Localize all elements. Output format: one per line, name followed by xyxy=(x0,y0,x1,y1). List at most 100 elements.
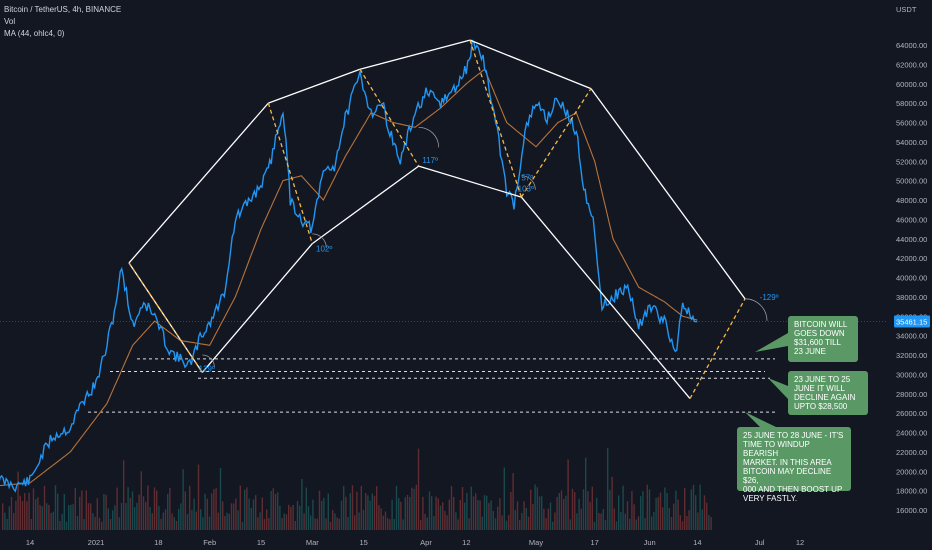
volume-bar xyxy=(541,496,543,530)
note-line: UPTO $28,500 xyxy=(794,402,848,411)
volume-bar xyxy=(290,506,292,530)
moving-average-label[interactable]: MA (44, ohlc4, 0) xyxy=(4,29,65,38)
volume-bars xyxy=(2,448,712,530)
volume-bar xyxy=(76,516,79,530)
volume-bar xyxy=(281,517,283,530)
channel-upper-line xyxy=(590,88,746,300)
volume-bar xyxy=(453,497,455,530)
volume-bar xyxy=(699,484,701,530)
volume-bar xyxy=(670,516,673,530)
volume-bar xyxy=(43,485,46,530)
volume-bar xyxy=(17,471,19,530)
symbol-title[interactable]: Bitcoin / TetherUS, 4h, BINANCE xyxy=(4,5,122,14)
note-line: 25 JUNE TO 28 JUNE - IT'S xyxy=(743,431,844,440)
volume-bar xyxy=(472,496,475,530)
time-axis-tick: Apr xyxy=(420,538,432,547)
volume-bar xyxy=(294,520,296,530)
swing-dashed-line xyxy=(267,102,313,244)
volume-bar xyxy=(57,493,59,530)
volume-bar xyxy=(611,476,613,530)
volume-bar xyxy=(250,507,252,530)
price-axis-tick: 26000.00 xyxy=(896,409,927,418)
volume-indicator-label[interactable]: Vol xyxy=(4,17,16,26)
volume-bar xyxy=(26,501,28,530)
volume-bar xyxy=(208,516,211,530)
volume-bar xyxy=(371,493,373,530)
volume-bar xyxy=(516,501,519,530)
volume-bar xyxy=(697,512,699,530)
volume-bar xyxy=(505,520,508,530)
swing-dashed-line xyxy=(520,88,592,198)
volume-bar xyxy=(653,512,655,530)
time-axis-tick: 12 xyxy=(796,538,804,547)
volume-bar xyxy=(644,518,646,530)
volume-bar xyxy=(690,489,692,530)
note-line: 23 JUNE TO 25 xyxy=(794,375,851,384)
volume-bar xyxy=(327,493,329,530)
volume-bar xyxy=(307,506,310,530)
volume-bar xyxy=(125,503,127,530)
volume-bar xyxy=(675,490,677,530)
moving-average-line xyxy=(0,68,698,487)
currency-label: USDT xyxy=(896,5,917,14)
volume-bar xyxy=(554,512,556,530)
volume-bar xyxy=(510,491,512,530)
volume-bar xyxy=(591,486,593,530)
note-line: BITCOIN WILL xyxy=(794,320,848,329)
note-line: GOES DOWN xyxy=(794,329,845,338)
volume-bar xyxy=(461,487,464,530)
price-axis-tick: 18000.00 xyxy=(896,487,927,496)
volume-bar xyxy=(215,488,217,530)
time-axis-tick: 14 xyxy=(693,538,701,547)
callout-note-2[interactable]: 23 JUNE TO 25 JUNE IT WILL DECLINE AGAIN… xyxy=(788,371,868,415)
time-axis-tick: Feb xyxy=(203,538,216,547)
note-line: 000 AND THEN BOOST UP xyxy=(743,485,843,494)
callout-note-1[interactable]: BITCOIN WILL GOES DOWN $31,600 TILL 23 J… xyxy=(788,316,858,362)
volume-bar xyxy=(393,519,395,530)
volume-bar xyxy=(19,495,21,530)
volume-bar xyxy=(367,495,369,530)
volume-bar xyxy=(642,491,644,530)
callout-note-3[interactable]: 25 JUNE TO 28 JUNE - IT'S TIME TO WINDUP… xyxy=(737,427,851,503)
price-axis: 16000.00 18000.00 20000.00 22000.00 24000.00… xyxy=(894,5,930,515)
volume-bar xyxy=(679,515,681,530)
angle-arc xyxy=(521,175,536,190)
volume-bar xyxy=(582,489,585,530)
volume-bar xyxy=(596,497,598,530)
time-axis-tick: Jun xyxy=(644,538,656,547)
volume-bar xyxy=(349,493,351,530)
volume-bar xyxy=(380,508,382,530)
volume-bar xyxy=(74,487,76,530)
volume-bar xyxy=(565,495,567,530)
volume-bar xyxy=(547,508,549,530)
volume-bar xyxy=(420,519,422,530)
volume-bar xyxy=(204,493,206,530)
volume-bar xyxy=(655,498,657,530)
volume-bar xyxy=(142,496,145,530)
volume-bar xyxy=(109,518,112,530)
volume-bar xyxy=(46,503,48,530)
volume-bar xyxy=(479,500,481,530)
price-axis-tick: 52000.00 xyxy=(896,157,927,166)
time-axis-tick: 17 xyxy=(590,538,598,547)
volume-bar xyxy=(391,499,393,530)
volume-bar xyxy=(411,487,413,530)
volume-bar xyxy=(261,497,263,530)
volume-bar xyxy=(673,503,675,530)
volume-bar xyxy=(501,515,503,530)
volume-bar xyxy=(175,520,178,530)
volume-bar xyxy=(61,513,63,530)
volume-bar xyxy=(481,516,483,530)
volume-bar xyxy=(200,509,202,530)
volume-bar xyxy=(338,518,340,530)
volume-bar xyxy=(266,509,268,530)
price-axis-tick: 48000.00 xyxy=(896,196,927,205)
volume-bar xyxy=(706,502,708,530)
time-axis-tick: Jul xyxy=(755,538,765,547)
price-axis-tick: 28000.00 xyxy=(896,390,927,399)
volume-bar xyxy=(149,507,151,530)
volume-bar xyxy=(59,521,61,530)
volume-bar xyxy=(470,486,472,530)
